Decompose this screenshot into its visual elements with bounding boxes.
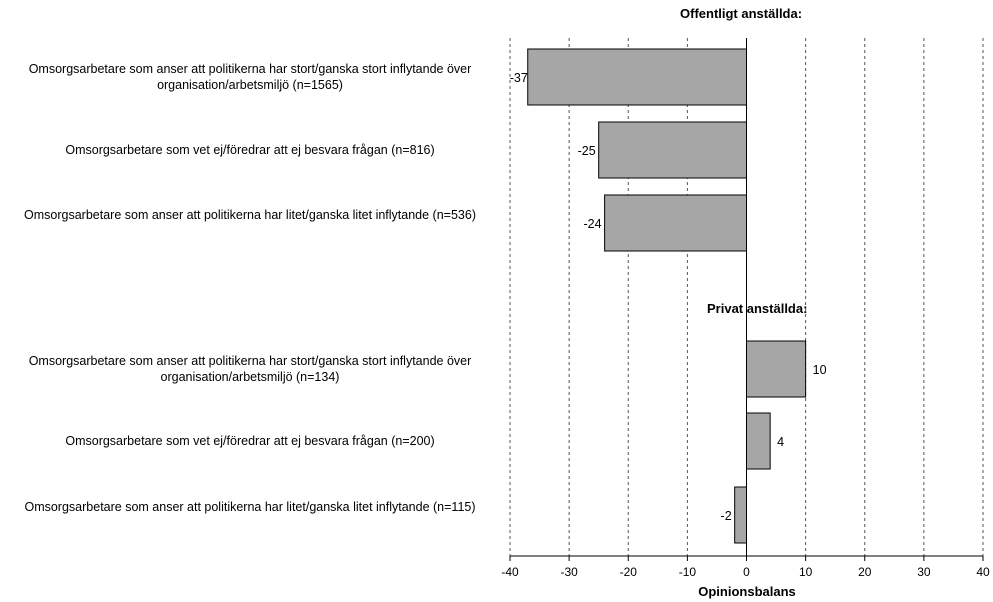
category-label: Omsorgsarbetare som anser att politikern… [24, 500, 476, 514]
x-axis-title: Opinionsbalans [698, 584, 796, 599]
data-label: -2 [721, 509, 732, 523]
data-label: 4 [777, 435, 784, 449]
bar [604, 194, 747, 252]
x-tick-label: -20 [620, 565, 638, 579]
data-label: -25 [578, 144, 596, 158]
bar [746, 340, 807, 398]
x-tick-label: 0 [743, 565, 750, 579]
category-label: Omsorgsarbetare som vet ej/föredrar att … [65, 143, 435, 157]
data-label: -24 [584, 217, 602, 231]
bar [746, 412, 771, 470]
category-label: Omsorgsarbetare som anser att politikern… [24, 208, 476, 222]
x-tick-label: 10 [799, 565, 813, 579]
group-title-privat: Privat anställda: [707, 301, 808, 316]
bar [734, 486, 747, 544]
x-tick-label: 30 [917, 565, 931, 579]
group-title-offentligt: Offentligt anställda: [680, 6, 803, 21]
x-tick-label: -10 [679, 565, 697, 579]
category-label: Omsorgsarbetare som anser att politikern… [28, 62, 472, 92]
bars [527, 48, 807, 544]
x-tick-label: 40 [976, 565, 990, 579]
category-label: Omsorgsarbetare som vet ej/föredrar att … [65, 434, 435, 448]
x-tick-label: -40 [501, 565, 519, 579]
bar [598, 121, 747, 179]
x-axis: -40 -30 -20 -10 0 10 20 30 40 [501, 38, 990, 579]
bar [527, 48, 747, 106]
data-labels: -37 -25 -24 10 4 -2 [510, 71, 827, 523]
data-label: 10 [813, 363, 827, 377]
data-label: -37 [510, 71, 528, 85]
x-tick-label: 20 [858, 565, 872, 579]
x-tick-label: -30 [560, 565, 578, 579]
category-label: Omsorgsarbetare som anser att politikern… [28, 354, 472, 384]
